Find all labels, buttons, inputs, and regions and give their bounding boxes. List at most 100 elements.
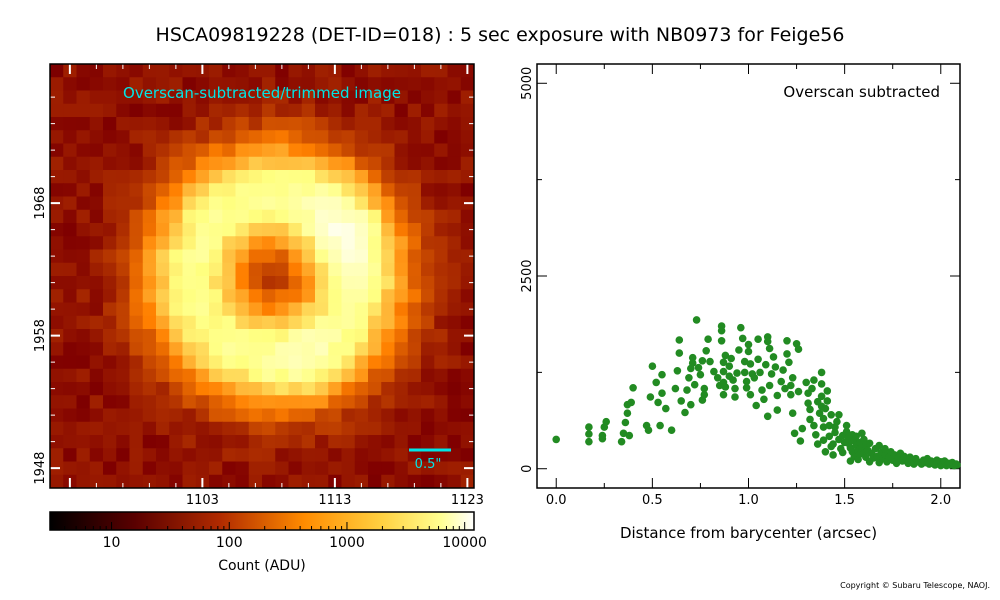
scatter-point [702,347,710,355]
colorbar-tick-labels: 10 100 1000 10000 [103,535,487,551]
scatter-point [621,418,630,427]
scatter-point [667,426,676,435]
scatter-point [654,398,662,407]
image-panel-label: Overscan-subtracted/trimmed image [123,84,401,102]
scatter-point [746,390,755,399]
scatter-point [823,387,832,395]
scatter-point [735,346,743,354]
scatter-point [825,421,834,430]
scatter-point [823,397,832,405]
scatter-point [819,423,828,431]
scatter-point [623,409,632,418]
scatter-point [742,377,751,386]
scatter-point [598,431,607,440]
scatter-point [777,377,785,386]
scatter-point [673,367,682,375]
scatter-point [681,408,689,417]
scatter-point [842,427,851,436]
scatter-point [617,437,626,446]
scatter-point [658,389,666,398]
scatter-point [700,390,709,399]
colorbar-label: Count (ADU) [218,558,306,574]
image-y-tick-2: 1948 [33,452,48,485]
scatter-point [785,358,793,367]
scatter-point [731,393,739,401]
image-panel: Overscan-subtracted/trimmed image 0.5" 1… [33,63,484,522]
image-x-tick-0: 1103 [186,493,219,508]
scatter-point [787,381,795,390]
scatter-point [731,384,739,393]
scatter-point [646,393,655,401]
image-y-tick-1: 1958 [33,319,48,352]
scatter-point [762,360,770,369]
scatter-point [692,316,701,324]
scatter-point [821,404,830,413]
scatter-point [821,448,830,456]
scatter-point [783,337,791,345]
scatter-point [619,429,628,438]
scatter-point [769,353,778,361]
scatter-y-tick-1: 2500 [520,259,535,292]
scatter-point [810,421,818,430]
scatter-y-tick-2: 5000 [520,67,535,100]
scatter-point [733,369,741,377]
scatter-point [656,421,664,430]
scatter-point [817,368,826,377]
scatter-point [662,404,670,413]
scatter-point [685,374,693,382]
pixel-grid [50,64,474,488]
colorbar-tick-1: 100 [216,535,243,551]
scatter-point [758,386,766,394]
colorbar-tick-2: 1000 [329,535,365,551]
scatter-point [812,431,820,439]
scatter-point [756,368,764,377]
colorbar-tick-0: 10 [103,535,121,551]
scatter-point [765,344,774,353]
scatter-point [721,383,730,391]
image-x-tick-2: 1123 [451,493,484,508]
scatter-point [754,335,762,344]
scatter-point [687,400,695,409]
scatter-point [838,448,847,457]
scatter-point [717,337,726,345]
scatter-point [779,366,787,374]
scatter-point [825,432,834,441]
scatter-point [815,409,824,418]
scatter-point [827,411,835,419]
scatter-annotation: Overscan subtracted [783,83,940,101]
scatter-point [829,440,837,448]
scatter-point [763,337,772,346]
scatter-point [771,363,780,371]
scatter-point [585,423,593,431]
scatter-point [713,374,722,382]
scatter-point [552,435,560,444]
scatter-point [806,405,814,414]
scatter-point [683,386,691,394]
scatter-point [796,437,805,445]
scatter-panel: 0.0 0.5 1.0 1.5 2.0 0 2500 5000 Overscan subtr… [520,63,961,508]
scatter-point [765,381,774,390]
scatter-point [852,432,860,441]
copyright-notice: Copyright © Subaru Telescope, NAOJ. [840,581,990,590]
figure-title: HSCA09819228 (DET-ID=018) : 5 sec exposu… [155,24,845,46]
scatter-point [810,376,818,384]
scatter-point [717,326,726,335]
scatter-x-tick-0: 0.0 [546,493,567,508]
scatter-point [704,335,712,344]
scatter-point [648,362,657,371]
scatter-point [829,451,837,459]
scatter-x-tick-1: 0.5 [642,493,663,508]
scatter-point [819,436,828,445]
scatter-point [710,367,718,376]
scatter-point [627,398,635,407]
scatter-point [767,370,776,378]
scatter-point [742,384,751,392]
scatter-point [746,360,755,368]
scatter-point [860,435,868,444]
image-x-tick-1: 1113 [318,493,351,508]
image-y-tick-0: 1968 [33,187,48,220]
scatter-x-tick-labels: 0.0 0.5 1.0 1.5 2.0 [546,493,951,508]
image-y-tick-labels: 1968 1958 1948 [33,187,48,485]
scale-bar-label: 0.5" [415,457,442,472]
